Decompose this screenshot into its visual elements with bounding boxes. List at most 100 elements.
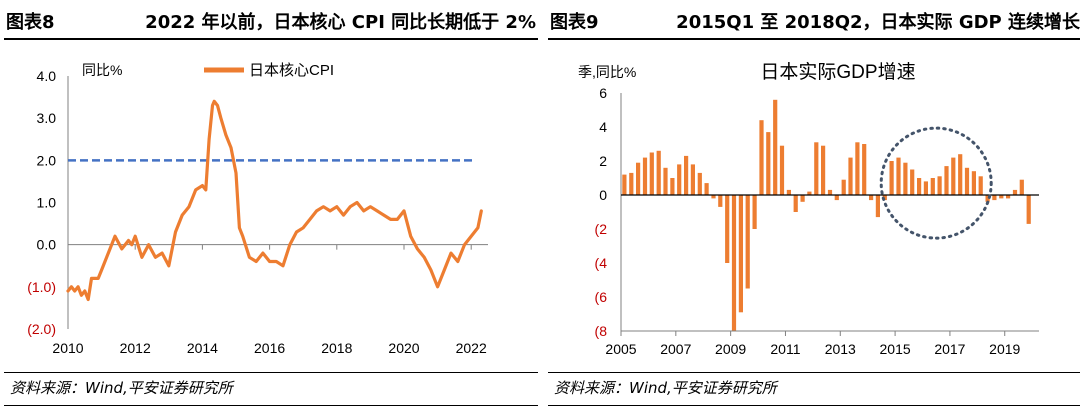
bar — [903, 162, 908, 195]
gdp-bar-chart: 日本实际GDP增速 季,同比% 6 4 2 0 (2 (4 (6 (8 2005 2007 2009 20… — [578, 61, 1039, 357]
y-tick-label: (6 — [595, 289, 608, 305]
chart-title: 日本实际GDP增速 — [760, 61, 915, 83]
x-tick-label: 2005 — [605, 341, 636, 357]
bar — [937, 176, 942, 195]
bar — [951, 157, 956, 195]
bar — [738, 195, 743, 313]
x-tick-label: 2015 — [880, 341, 911, 357]
x-tick-label: 2010 — [52, 340, 83, 356]
x-tick-label: 2020 — [388, 340, 419, 356]
bar — [917, 178, 922, 195]
left-panel: 图表8 2022 年以前，日本核心 CPI 同比长期低于 2% 4.0 3.0 2.… — [4, 0, 538, 410]
bar — [944, 166, 949, 195]
y-tick-label: 0.0 — [37, 237, 57, 253]
left-source-note: 资料来源：Wind,平安证券研究所 — [10, 379, 233, 397]
bar — [663, 167, 668, 195]
bar — [1012, 189, 1018, 195]
series-line-core-cpi — [66, 99, 483, 302]
left-figure-label: 图表8 — [6, 12, 55, 33]
y-tick-label: (8 — [595, 323, 608, 339]
x-tick-label: 2019 — [989, 341, 1020, 357]
y-tick-label: 1.0 — [37, 195, 57, 211]
bar — [1026, 195, 1031, 224]
x-tick-label: 2022 — [456, 340, 487, 356]
bar — [978, 176, 983, 195]
bar — [752, 195, 757, 229]
bar — [622, 174, 627, 195]
bar — [636, 162, 641, 195]
y-tick-label: 2 — [599, 153, 607, 169]
cpi-line-chart: 4.0 3.0 2.0 1.0 0.0 (1.0) (2.0) 2010 2012 2014 201… — [27, 62, 488, 356]
left-source-bar: 资料来源：Wind,平安证券研究所 — [4, 372, 538, 406]
bar — [910, 169, 915, 195]
bar — [745, 195, 750, 289]
y-tick-label: (2.0) — [27, 321, 56, 337]
bar — [656, 150, 661, 195]
bar — [800, 195, 805, 202]
y-tick-label: (4 — [595, 255, 608, 271]
bar — [985, 195, 990, 202]
bar — [704, 183, 709, 195]
y-tick-label: 2.0 — [37, 152, 57, 168]
y-tick-label: 3.0 — [37, 110, 57, 126]
y-tick-label: (2 — [595, 221, 608, 237]
y-tick-label: (1.0) — [27, 279, 56, 295]
y-axis-label: 同比% — [82, 62, 122, 78]
bar — [731, 195, 737, 331]
bar — [779, 145, 785, 195]
y-axis-label: 季,同比% — [578, 64, 636, 80]
bar — [923, 181, 928, 195]
bar — [882, 195, 887, 201]
right-header: 图表9 2015Q1 至 2018Q2，日本实际 GDP 连续增长 — [548, 4, 1080, 40]
y-tick-label: 4.0 — [37, 68, 57, 84]
bar — [773, 99, 778, 195]
highlight-dotted-circle — [879, 126, 993, 240]
bar — [834, 195, 839, 201]
y-tick-label: 6 — [599, 85, 607, 101]
bar — [1019, 179, 1024, 195]
bar — [848, 157, 853, 195]
bar — [992, 195, 997, 201]
left-header: 图表8 2022 年以前，日本核心 CPI 同比长期低于 2% — [4, 4, 538, 40]
bar — [875, 195, 880, 218]
bar — [670, 178, 675, 195]
bar — [807, 191, 812, 195]
x-tick-label: 2014 — [187, 340, 218, 356]
right-source-bar: 资料来源：Wind,平安证券研究所 — [548, 372, 1080, 406]
y-tick-label: 0 — [599, 187, 607, 203]
bar — [964, 167, 970, 195]
y-tick-label: 4 — [599, 119, 607, 135]
bar — [718, 195, 723, 207]
bar — [889, 161, 894, 195]
x-tick-label: 2017 — [934, 341, 965, 357]
bar — [827, 189, 833, 195]
bar — [930, 178, 935, 195]
bar — [869, 195, 874, 201]
bar — [629, 172, 634, 195]
bar — [684, 155, 689, 195]
bar — [841, 179, 846, 195]
x-tick-label: 2012 — [120, 340, 151, 356]
right-figure-title: 2015Q1 至 2018Q2，日本实际 GDP 连续增长 — [676, 12, 1080, 33]
bar — [958, 154, 963, 195]
x-tick-label: 2013 — [825, 341, 856, 357]
bar — [814, 142, 819, 195]
bar — [793, 195, 798, 212]
bar — [725, 195, 730, 263]
bar — [690, 164, 695, 195]
bar — [1006, 195, 1011, 199]
bar — [896, 157, 901, 195]
bar — [855, 142, 860, 195]
right-figure-label: 图表9 — [550, 12, 599, 33]
x-tick-label: 2018 — [321, 340, 352, 356]
bar — [766, 132, 771, 195]
bar — [697, 172, 702, 195]
bar — [759, 120, 764, 195]
left-figure-title: 2022 年以前，日本核心 CPI 同比长期低于 2% — [145, 12, 536, 33]
bar — [971, 171, 976, 195]
bar — [642, 157, 648, 195]
bar — [711, 195, 716, 199]
bar — [821, 145, 826, 195]
bar — [862, 144, 867, 195]
bar — [677, 164, 682, 195]
